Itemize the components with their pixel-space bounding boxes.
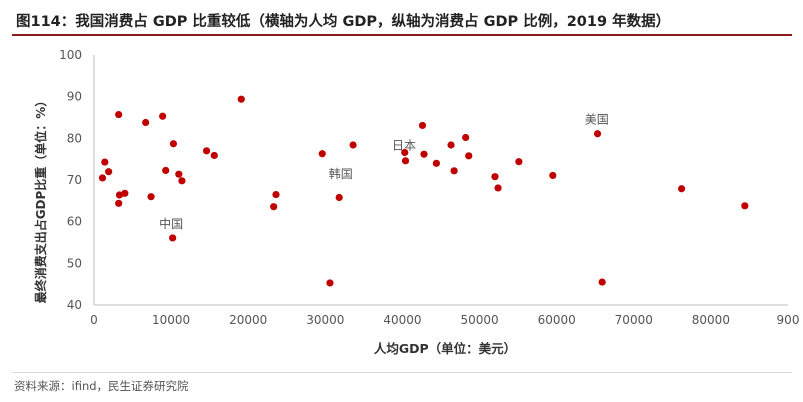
data-point	[318, 150, 326, 158]
footer-divider	[12, 372, 792, 373]
data-point	[105, 168, 113, 176]
x-tick-label: 40000	[383, 313, 421, 327]
data-point	[237, 95, 245, 103]
data-point	[465, 152, 473, 160]
data-point	[515, 158, 523, 166]
data-point	[121, 189, 129, 197]
data-point	[677, 185, 686, 193]
data-points	[98, 95, 749, 287]
chart-axes	[93, 55, 788, 306]
data-point	[175, 170, 183, 178]
data-point	[162, 166, 170, 175]
data-point	[401, 148, 409, 157]
data-point	[418, 121, 427, 130]
source-note: 资料来源：ifind，民生证券研究院	[14, 379, 189, 393]
data-point	[147, 193, 155, 201]
data-point	[491, 173, 499, 181]
data-point	[450, 167, 458, 175]
data-point	[401, 157, 410, 165]
data-point	[420, 150, 428, 158]
data-point	[335, 193, 343, 202]
data-point	[598, 278, 606, 286]
data-point	[549, 171, 557, 180]
x-tick-label: 20000	[229, 313, 267, 327]
data-point	[462, 133, 470, 142]
point-annotation: 美国	[585, 113, 609, 127]
x-tick-label: 10000	[152, 313, 190, 327]
y-tick-label: 60	[67, 215, 82, 229]
y-tick-label: 80	[67, 131, 82, 145]
point-annotation: 韩国	[329, 166, 353, 181]
data-point	[447, 141, 455, 149]
data-point	[169, 140, 178, 148]
y-tick-label: 40	[67, 298, 82, 312]
data-point	[349, 141, 357, 149]
y-tick-label: 50	[67, 256, 82, 270]
data-point	[741, 202, 749, 210]
title-bar: 图114：我国消费占 GDP 比重较低（横轴为人均 GDP，纵轴为消费占 GDP…	[12, 4, 792, 36]
chart-title: 图114：我国消费占 GDP 比重较低（横轴为人均 GDP，纵轴为消费占 GDP…	[16, 14, 671, 30]
y-tick-label: 70	[67, 173, 82, 187]
data-point	[494, 184, 502, 192]
data-point	[210, 151, 218, 160]
point-annotation: 日本	[392, 138, 416, 152]
x-tick-label: 80000	[692, 313, 730, 327]
y-axis-label: 最终消费支出占GDP比重（单位：%）	[33, 95, 48, 304]
data-point	[115, 110, 123, 119]
y-tick-label: 100	[59, 48, 82, 62]
point-annotation: 中国	[159, 216, 183, 231]
data-point	[432, 159, 440, 167]
x-tick-label: 70000	[615, 313, 653, 327]
tick-labels: 0 10000 20000 30000 40000 50000 60000 70000 8000…	[59, 48, 799, 327]
data-point	[326, 279, 334, 287]
x-tick-label: 30000	[306, 313, 344, 327]
data-point	[115, 191, 124, 199]
x-axis-label: 人均GDP（单位：美元）	[374, 341, 516, 356]
data-point	[202, 147, 211, 155]
data-point	[593, 130, 602, 138]
data-point	[159, 112, 167, 120]
data-point	[142, 118, 150, 127]
x-tick-label: 60000	[538, 313, 576, 327]
data-point	[178, 177, 186, 185]
data-point	[98, 174, 107, 182]
y-tick-label: 90	[67, 90, 82, 104]
data-point	[169, 234, 177, 242]
data-point	[270, 203, 278, 211]
data-point	[115, 199, 123, 207]
x-tick-label: 50000	[460, 313, 498, 327]
data-point	[272, 190, 280, 199]
x-tick-label: 900	[777, 313, 800, 327]
x-tick-label: 0	[90, 313, 98, 327]
data-point	[101, 158, 109, 166]
